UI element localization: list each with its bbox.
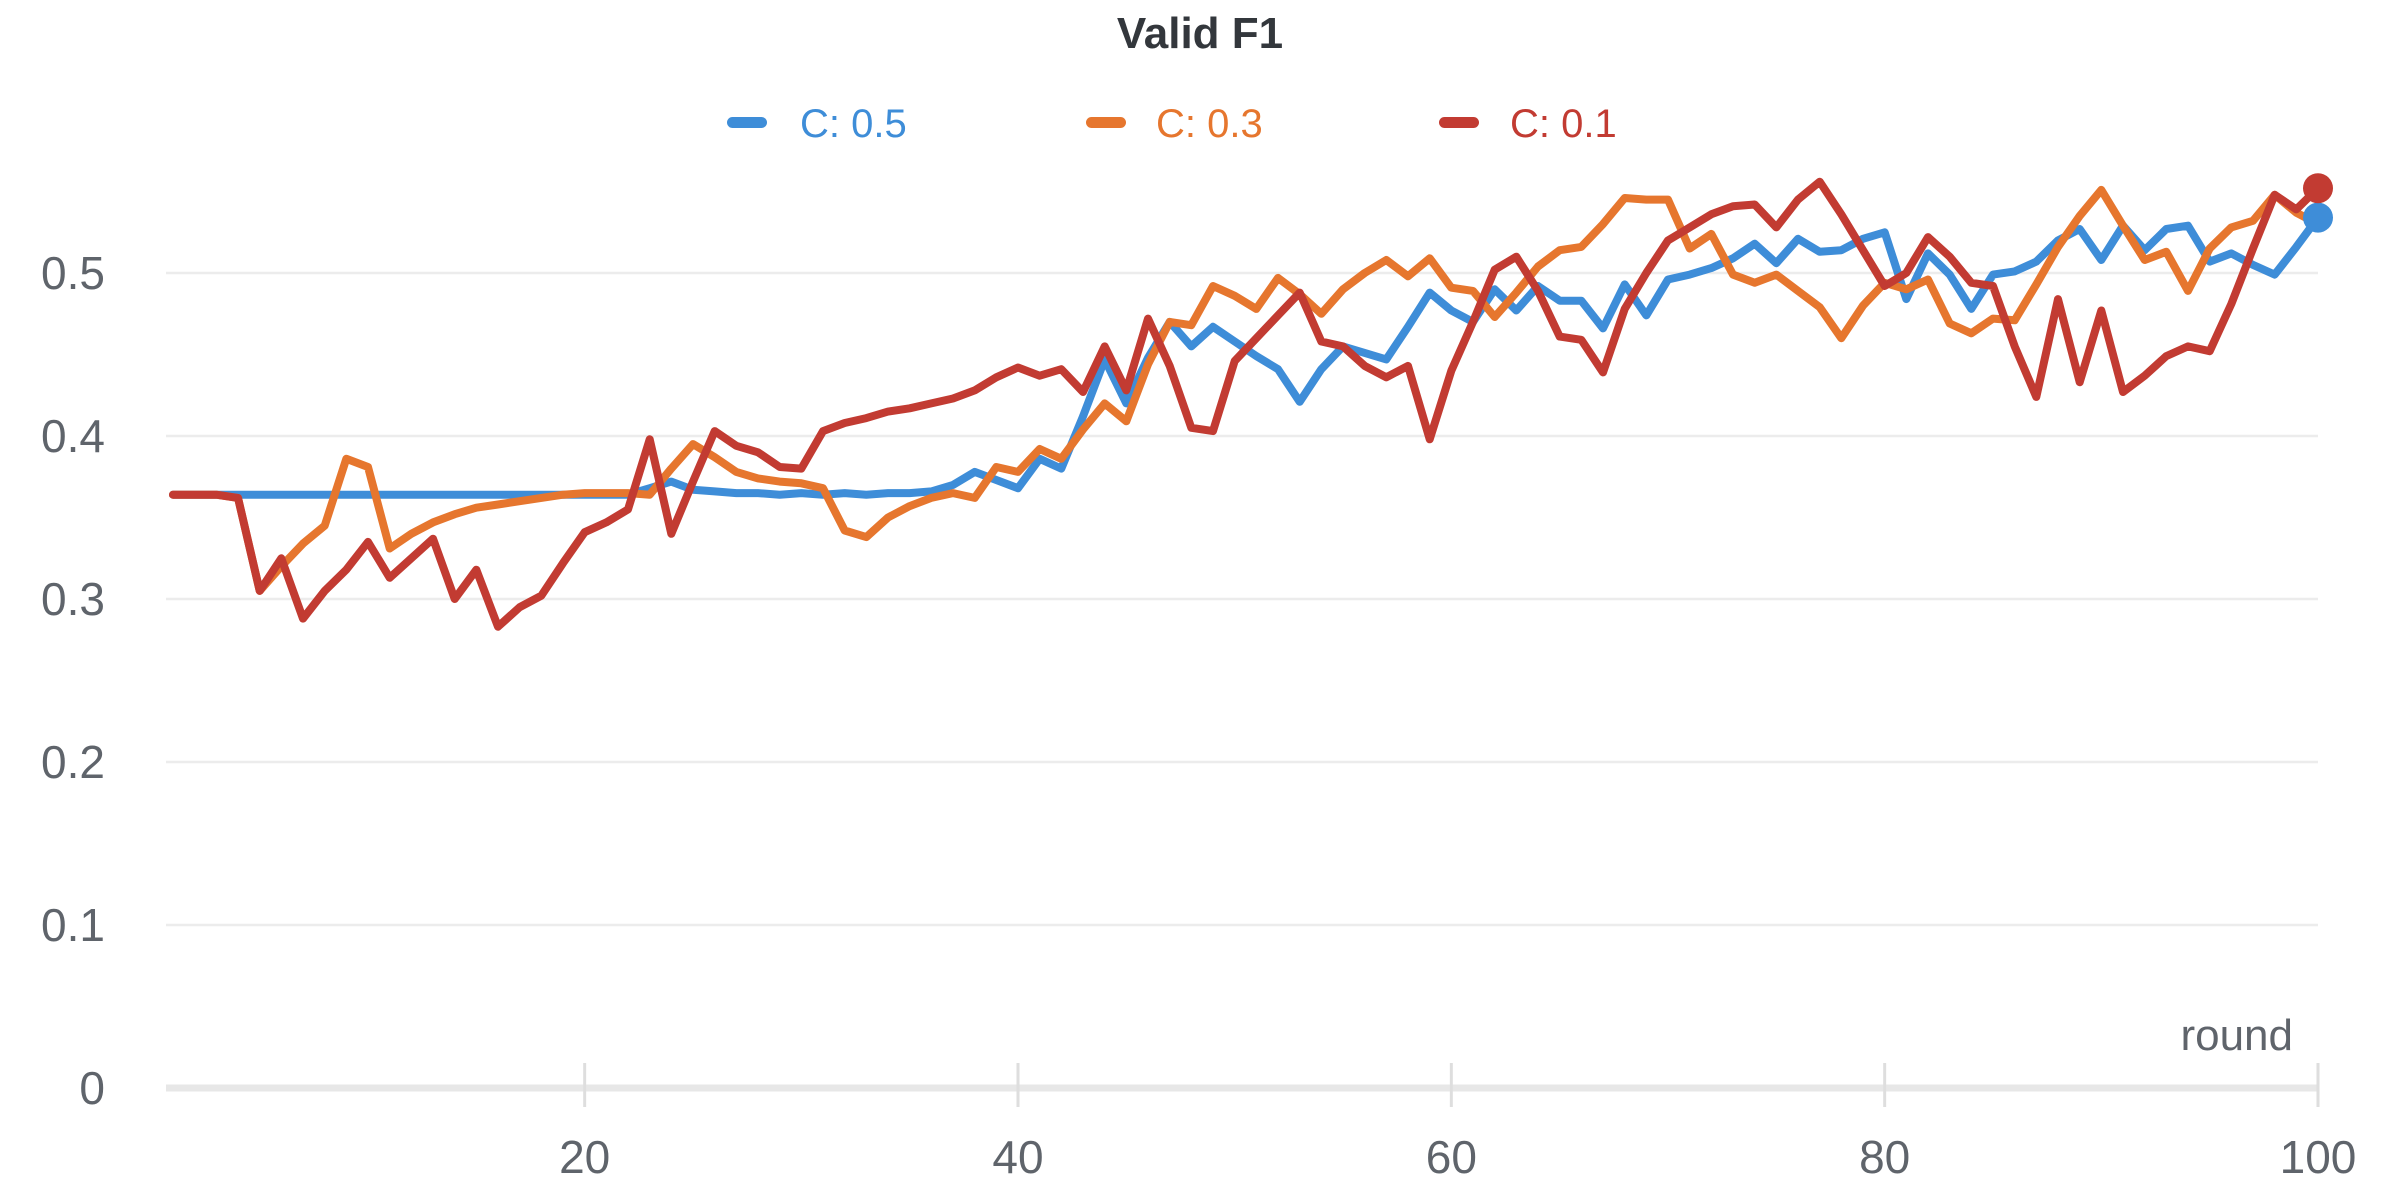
y-axis-tick-labels: 0 0.1 0.2 0.3 0.4 0.5 (41, 247, 105, 1114)
x-axis-title: round (2180, 1011, 2293, 1060)
x-tick-label-60: 60 (1426, 1131, 1477, 1183)
y-tick-label-0: 0 (79, 1062, 105, 1114)
endpoint-dot-0.5 (2303, 202, 2333, 233)
x-axis-tick-labels: 20 40 60 80 100 (559, 1131, 2356, 1183)
x-axis (583, 1063, 2320, 1107)
y-tick-label-0.5: 0.5 (41, 247, 105, 299)
legend-label: C: 0.5 (800, 102, 907, 146)
legend-item-0.1: C: 0.1 (1439, 102, 1617, 146)
legend-label: C: 0.1 (1510, 102, 1617, 146)
x-tick-label-40: 40 (992, 1131, 1043, 1183)
x-tick-label-80: 80 (1859, 1131, 1910, 1183)
y-tick-label-0.2: 0.2 (41, 736, 105, 788)
legend-dash-icon (1086, 117, 1126, 128)
series-line-0.5 (169, 213, 2322, 499)
legend-item-0.5: C: 0.5 (727, 102, 907, 146)
y-tick-label-0.4: 0.4 (41, 410, 105, 462)
legend: C: 0.5 C: 0.3 C: 0.1 (727, 102, 1617, 146)
legend-item-0.3: C: 0.3 (1086, 102, 1263, 146)
chart-title: Valid F1 (1117, 9, 1283, 58)
y-tick-label-0.1: 0.1 (41, 899, 105, 951)
series-line-0.1 (169, 177, 2322, 631)
x-tick-label-100: 100 (2280, 1131, 2357, 1183)
y-tick-label-0.3: 0.3 (41, 573, 105, 625)
legend-dash-icon (727, 117, 767, 128)
gridlines (166, 271, 2318, 1092)
legend-dash-icon (1439, 117, 1479, 128)
legend-label: C: 0.3 (1156, 102, 1263, 146)
series-line-0.3 (169, 185, 2322, 595)
series-lines (169, 177, 2322, 631)
series-endpoint-dots (2303, 173, 2333, 233)
x-tick-label-20: 20 (559, 1131, 610, 1183)
endpoint-dot-0.1 (2303, 173, 2333, 204)
